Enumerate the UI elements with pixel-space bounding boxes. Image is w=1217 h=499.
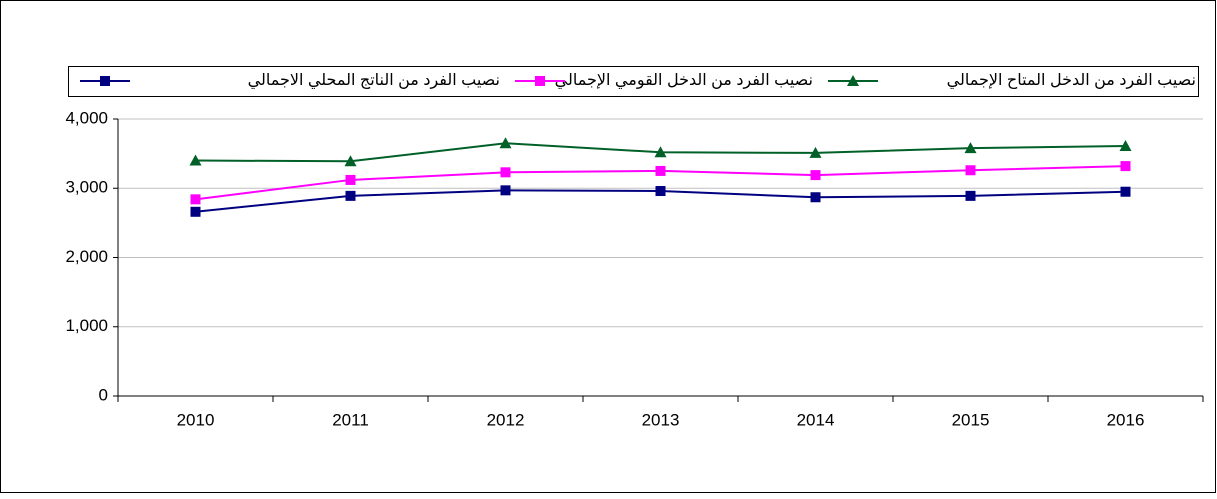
marker xyxy=(189,154,202,166)
marker xyxy=(345,174,356,185)
x-tick-label: 2016 xyxy=(1107,410,1145,429)
marker xyxy=(190,194,201,205)
x-tick-label: 2012 xyxy=(487,410,525,429)
marker xyxy=(1119,140,1132,152)
legend-box xyxy=(68,66,1199,97)
marker xyxy=(655,186,666,197)
y-tick-label: 2,000 xyxy=(65,247,108,266)
marker xyxy=(1120,161,1131,172)
y-tick-label: 3,000 xyxy=(65,178,108,197)
x-tick-label: 2013 xyxy=(642,410,680,429)
marker xyxy=(500,185,511,196)
marker xyxy=(810,192,821,203)
legend-marker xyxy=(100,76,110,86)
marker xyxy=(964,142,977,154)
legend-label: نصيب الفرد من الناتج المحلي الاجمالي xyxy=(248,72,500,90)
marker xyxy=(655,165,666,176)
x-tick-label: 2010 xyxy=(177,410,215,429)
y-tick-label: 1,000 xyxy=(65,316,108,335)
marker xyxy=(345,190,356,201)
marker xyxy=(810,170,821,181)
x-tick-label: 2014 xyxy=(797,410,835,429)
legend-marker xyxy=(847,75,859,86)
marker xyxy=(344,155,357,167)
x-tick-label: 2015 xyxy=(952,410,990,429)
marker xyxy=(1120,186,1131,197)
marker xyxy=(500,167,511,178)
legend-label: نصيب الفرد من الدخل القومي الإجمالي xyxy=(555,72,813,90)
marker xyxy=(499,137,512,149)
marker xyxy=(654,146,667,158)
marker xyxy=(965,190,976,201)
marker xyxy=(965,165,976,176)
marker xyxy=(190,206,201,217)
legend-marker xyxy=(535,76,545,86)
y-tick-label: 4,000 xyxy=(65,108,108,127)
y-tick-label: 0 xyxy=(99,385,108,404)
x-tick-label: 2011 xyxy=(332,410,369,429)
marker xyxy=(809,146,822,158)
legend-label: نصيب الفرد من الدخل المتاح الإجمالي xyxy=(947,72,1196,90)
